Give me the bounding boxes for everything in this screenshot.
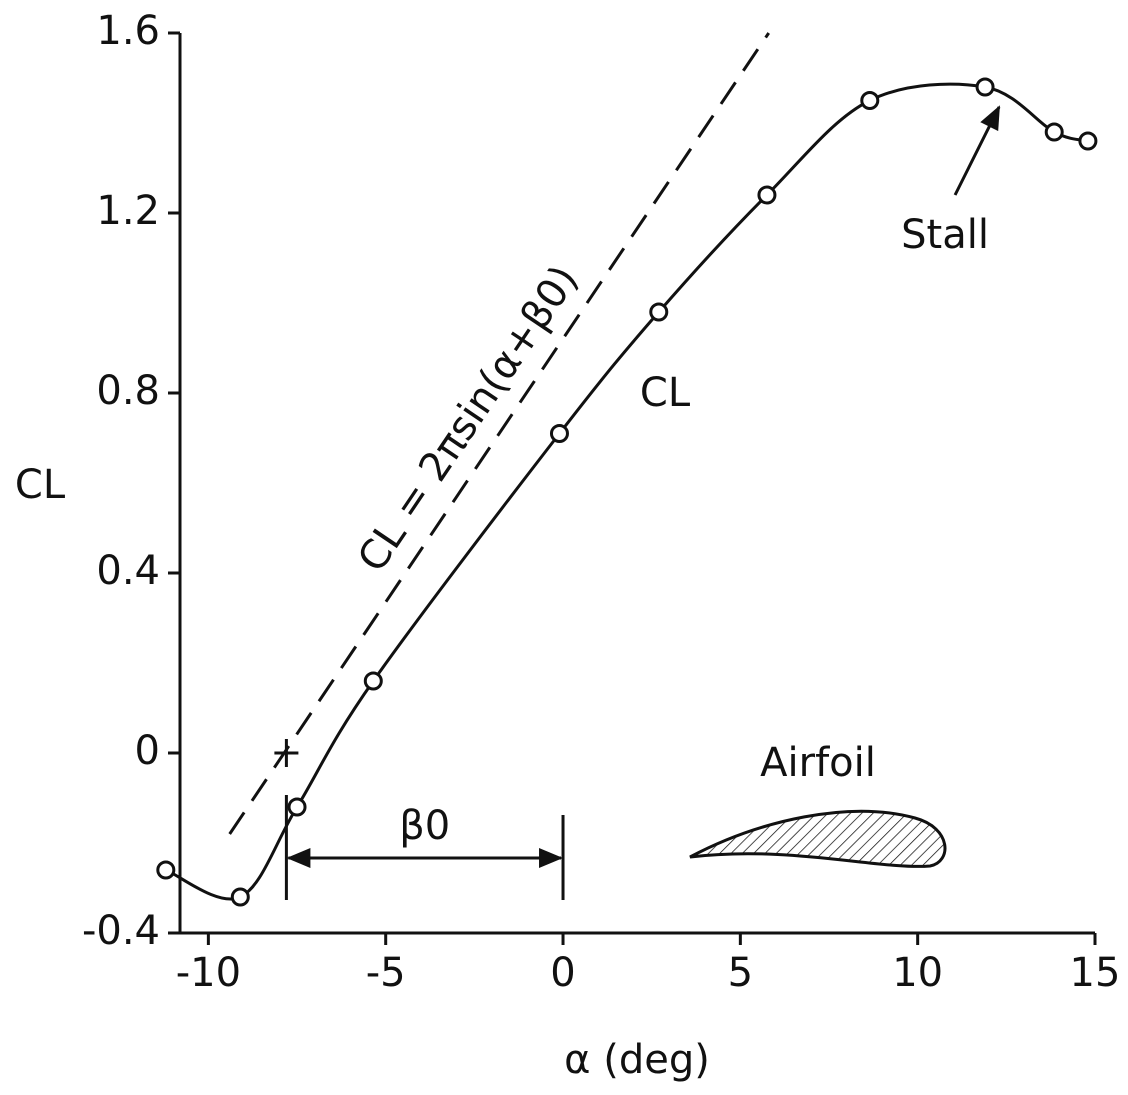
x-tick-label: -10 (176, 950, 241, 996)
data-point (549, 424, 569, 443)
data-point (287, 797, 307, 817)
y-tick-label: 0.8 (96, 368, 160, 414)
x-tick-label: 10 (892, 950, 943, 996)
airfoil-label: Airfoil (760, 740, 876, 786)
x-tick-label: 5 (728, 950, 753, 996)
data-point (156, 860, 176, 880)
data-point (860, 91, 880, 110)
data-point (975, 77, 995, 97)
y-axis-label: CL (15, 462, 66, 508)
x-tick-label: 0 (550, 950, 575, 996)
y-tick-label: 1.6 (96, 8, 160, 54)
series-label: CL (640, 370, 691, 416)
data-point (230, 887, 250, 907)
series-line (165, 82, 1089, 901)
stall-arrow (953, 105, 1001, 196)
zero-lift-marker (274, 739, 299, 767)
y-tick-label: 1.2 (96, 188, 160, 234)
beta-label: β0 (399, 803, 450, 849)
data-point (363, 671, 383, 691)
data-point (757, 185, 777, 205)
y-tick-label: 0 (135, 728, 160, 774)
y-tick-label: -0.4 (82, 908, 160, 954)
stall-label: Stall (901, 212, 989, 258)
y-tick-label: 0.4 (96, 548, 160, 594)
x-tick-label: 15 (1070, 950, 1121, 996)
data-point (1078, 131, 1098, 151)
series-label: CL = 2πsin(α+β0) (349, 258, 587, 581)
x-axis-label: α (deg) (564, 1037, 710, 1083)
data-point (649, 302, 669, 322)
x-tick-label: -5 (366, 950, 406, 996)
airfoil-shape (689, 809, 947, 868)
series-line (228, 32, 770, 835)
data-point (1044, 122, 1064, 142)
